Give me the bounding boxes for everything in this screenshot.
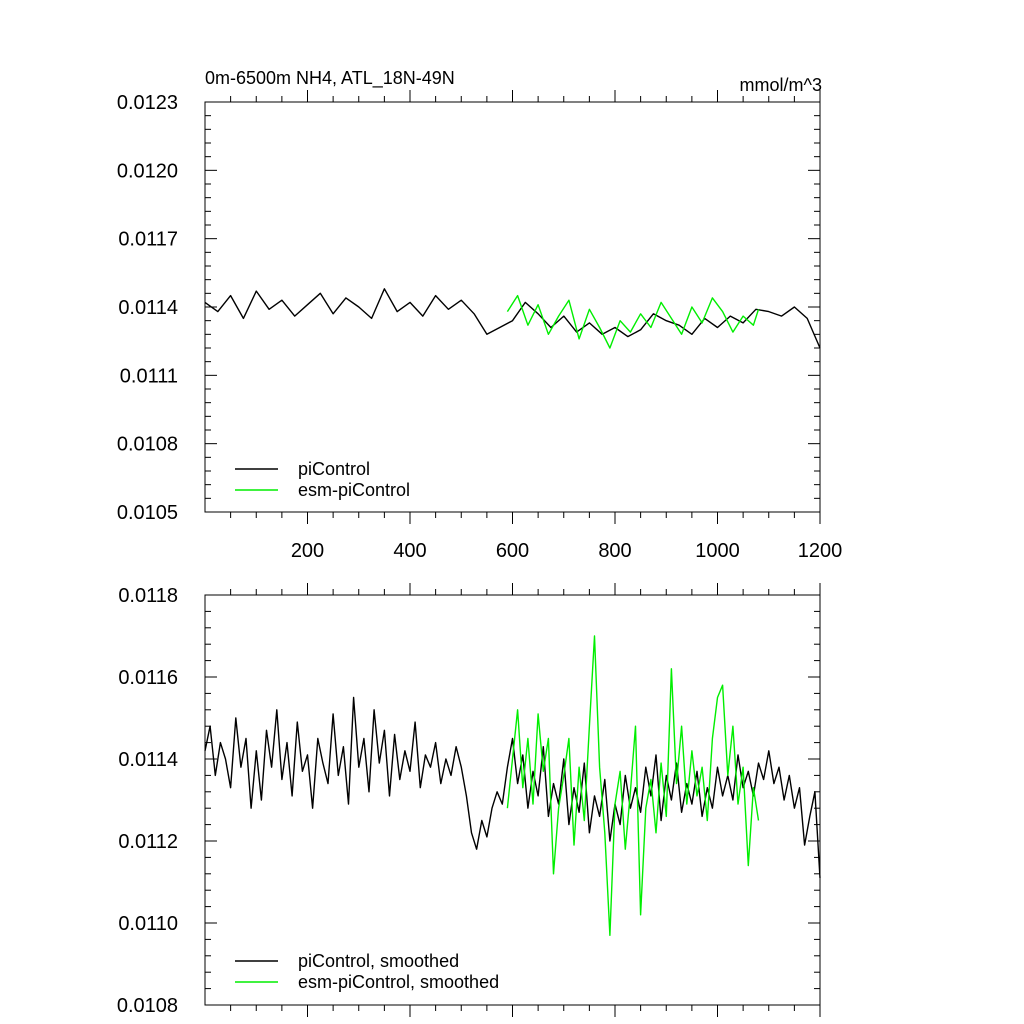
top-panel-title: 0m-6500m NH4, ATL_18N-49N — [205, 68, 455, 89]
bottom-legend-label-esm-picontrol: esm-piControl, smoothed — [298, 972, 499, 992]
top-xtick-label: 1200 — [798, 540, 843, 562]
top-plot-frame — [204, 101, 821, 513]
top-legend-label-picontrol: piControl — [298, 459, 370, 479]
top-series-group — [204, 288, 821, 349]
bottom-ticks-group: 0.0108 0.0110 0.0112 0.0114 0.0116 0.0118 — [117, 583, 821, 1017]
top-xtick-label: 600 — [496, 540, 529, 562]
top-ticks-group: 0.0105 0.0108 0.0111 0.0114 0.0117 0.0120 0.01… — [117, 90, 842, 562]
bottom-series-group — [204, 635, 821, 936]
top-series-line-0 — [204, 288, 821, 349]
bottom-ytick-label: 0.0112 — [118, 831, 178, 853]
bottom-legend: piControl, smoothed esm-piControl, smoot… — [235, 951, 499, 992]
bottom-ytick-label: 0.0110 — [118, 913, 178, 935]
top-xtick-label: 400 — [393, 540, 426, 562]
top-ytick-label: 0.0108 — [117, 434, 178, 456]
bottom-series-line-1 — [506, 635, 760, 936]
top-panel: 0m-6500m NH4, ATL_18N-49N mmol/m^3 0.010… — [117, 68, 842, 562]
top-xtick-label: 200 — [291, 540, 324, 562]
top-ytick-label: 0.0105 — [117, 502, 178, 524]
top-ytick-label: 0.0123 — [117, 92, 178, 114]
top-ytick-label: 0.0114 — [118, 297, 178, 319]
bottom-plot-frame — [204, 594, 821, 1006]
bottom-ytick-label: 0.0116 — [118, 667, 178, 689]
bottom-ytick-label: 0.0108 — [117, 995, 178, 1017]
bottom-legend-label-picontrol: piControl, smoothed — [298, 951, 459, 971]
bottom-ytick-label: 0.0118 — [118, 585, 178, 607]
top-series-line-1 — [506, 294, 760, 349]
top-legend: piControl esm-piControl — [235, 459, 410, 500]
bottom-series-line-0 — [204, 696, 821, 878]
top-xtick-label: 1000 — [695, 540, 740, 562]
top-ytick-label: 0.0111 — [120, 365, 178, 387]
top-ytick-label: 0.0117 — [118, 229, 178, 251]
top-legend-label-esm-picontrol: esm-piControl — [298, 480, 410, 500]
bottom-panel: 0.0108 0.0110 0.0112 0.0114 0.0116 0.0118 piC… — [117, 583, 821, 1017]
top-ytick-label: 0.0120 — [117, 160, 178, 182]
bottom-ytick-label: 0.0114 — [118, 749, 178, 771]
top-panel-units: mmol/m^3 — [740, 75, 822, 95]
top-xtick-label: 800 — [598, 540, 631, 562]
